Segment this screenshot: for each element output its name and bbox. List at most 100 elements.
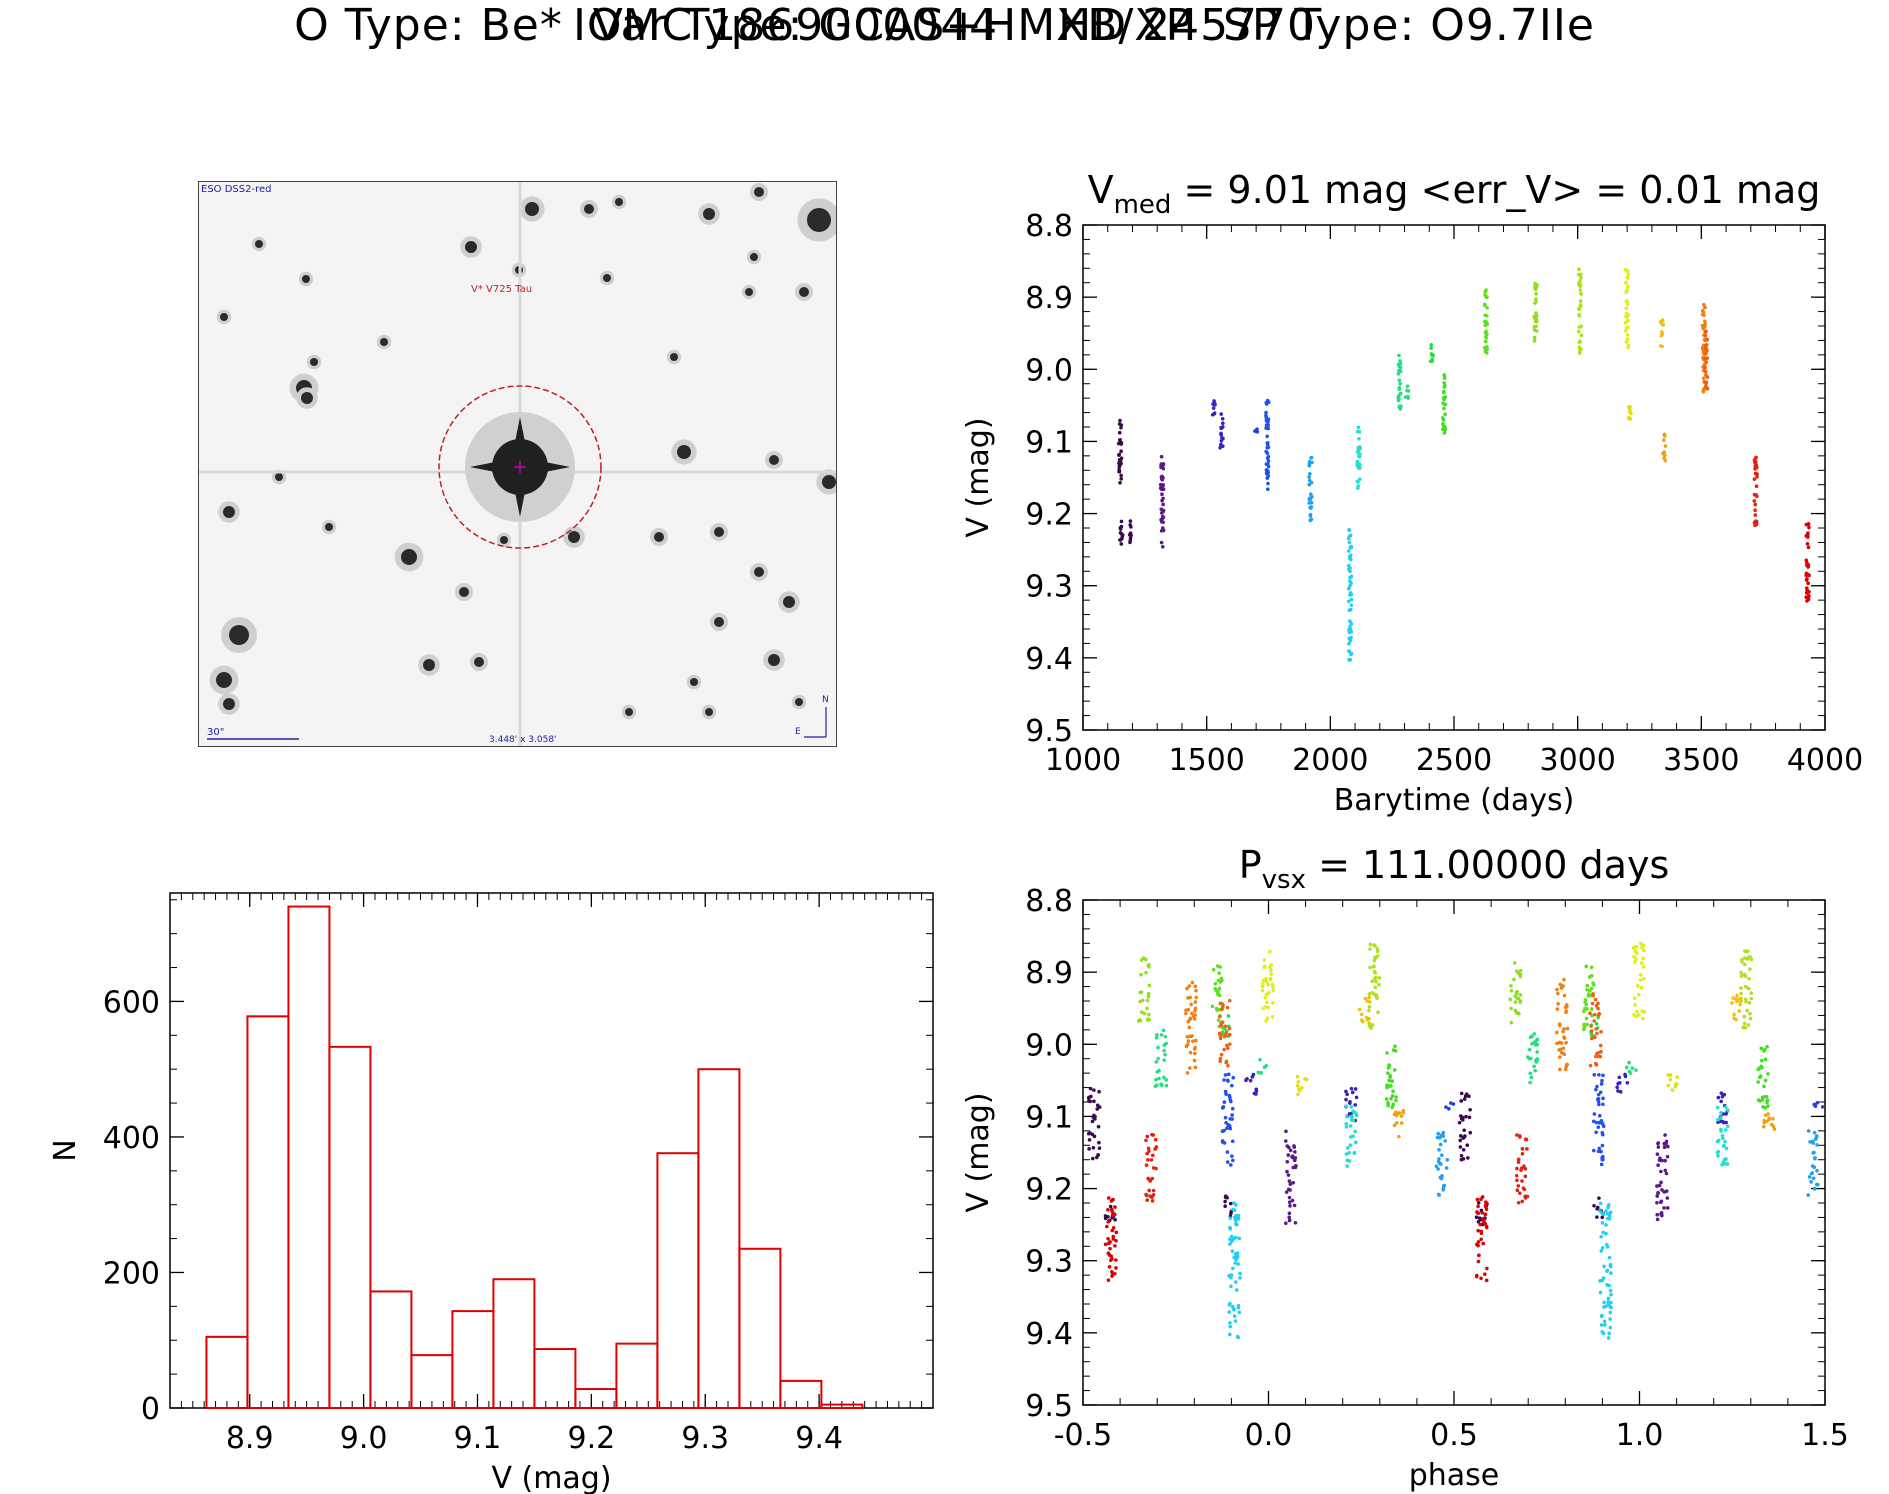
data-point [1673,1082,1678,1086]
data-point [1772,1127,1777,1131]
data-point [1624,281,1628,285]
data-point [1598,1290,1603,1295]
data-point [1716,1120,1720,1125]
data-point [1558,1047,1563,1052]
y-tick-label: 9.2 [1025,498,1073,533]
data-point [1367,1016,1372,1021]
data-point [1219,1023,1223,1028]
data-point [1719,1116,1723,1120]
data-point [1758,1074,1763,1078]
data-point [1599,1234,1603,1239]
data-point [1437,1157,1441,1161]
data-point [1626,284,1630,289]
data-point [1105,1224,1109,1229]
finder-star [255,240,263,248]
finder-star [703,208,715,220]
data-point [1753,467,1757,471]
data-point [1192,1017,1197,1021]
data-point [1405,388,1409,393]
data-point [1288,1204,1292,1208]
data-point [1087,1138,1092,1142]
data-point [1220,1105,1225,1110]
data-point [1458,1145,1463,1149]
data-point [1585,983,1590,988]
data-point [1357,1007,1362,1012]
data-point [1097,1105,1102,1109]
data-point [1154,1077,1158,1082]
data-point [1119,449,1123,454]
data-point [1191,1039,1195,1043]
x-tick-label: 0.0 [1245,1418,1293,1453]
data-point [1429,346,1433,350]
data-point [1739,957,1744,962]
lightcurve-title: Vmed = 9.01 mag <err_V> = 0.01 mag [1088,168,1821,220]
data-point [1295,1083,1300,1088]
data-point [1589,1029,1594,1033]
data-point [1347,534,1352,539]
data-point [1345,1114,1349,1119]
y-tick-label: 8.9 [1025,956,1073,991]
finder-star [795,698,803,706]
data-point [1284,1221,1288,1225]
data-point [1352,1151,1357,1155]
data-point [1584,1016,1589,1021]
data-point [1760,1098,1765,1102]
data-point [1632,996,1637,1001]
data-point [1224,1120,1228,1125]
data-point [1092,1099,1096,1104]
data-point [1513,994,1517,998]
data-point [1111,1237,1116,1241]
data-point [1218,1036,1223,1041]
data-point [1396,372,1401,376]
data-point [1533,1042,1538,1047]
histogram-ylabel: N [48,1139,83,1161]
data-point [1660,1213,1664,1218]
data-point [1805,590,1809,595]
y-tick-label: 9.1 [1025,425,1073,460]
data-point [1594,1003,1599,1008]
data-point [1483,1212,1488,1216]
data-point [1565,1062,1570,1067]
data-point [1254,1087,1259,1092]
data-point [1655,1200,1659,1205]
data-point [1605,1216,1610,1221]
x-tick-label: 2000 [1292,743,1368,778]
data-point [1665,1154,1670,1159]
data-point [1266,459,1271,463]
data-point [1532,1032,1537,1036]
data-point [1638,978,1643,982]
data-point [1632,960,1637,964]
x-tick-label: 8.9 [226,1421,274,1456]
data-point [1217,1014,1222,1019]
x-tick-label: 1.0 [1616,1418,1664,1453]
target-label: V* V725 Tau [471,284,532,295]
data-point [1482,1219,1486,1224]
data-point [1583,1006,1587,1011]
data-point [1118,438,1122,442]
data-point [1593,997,1598,1002]
data-point [1399,1121,1404,1125]
data-point [1148,1194,1153,1198]
data-point [1597,1121,1602,1125]
data-point [1307,482,1312,487]
data-point [1716,1117,1720,1122]
data-point [1579,324,1584,329]
data-point [1150,1199,1155,1203]
y-tick-label: 9.4 [1025,642,1073,677]
data-point [1626,343,1631,348]
finder-star [745,288,753,296]
data-point [1804,558,1809,563]
data-point [1351,1118,1356,1123]
data-point [1534,292,1538,296]
data-point [1760,1065,1764,1070]
data-point [1227,1310,1232,1314]
data-point [1604,1223,1608,1227]
data-point [1186,1039,1191,1043]
data-point [1267,991,1271,995]
data-point [1752,499,1757,503]
data-point [1702,325,1707,329]
data-point [1577,306,1582,310]
data-point [1535,1050,1539,1054]
data-point [1732,1016,1736,1021]
data-point [1157,1076,1161,1081]
